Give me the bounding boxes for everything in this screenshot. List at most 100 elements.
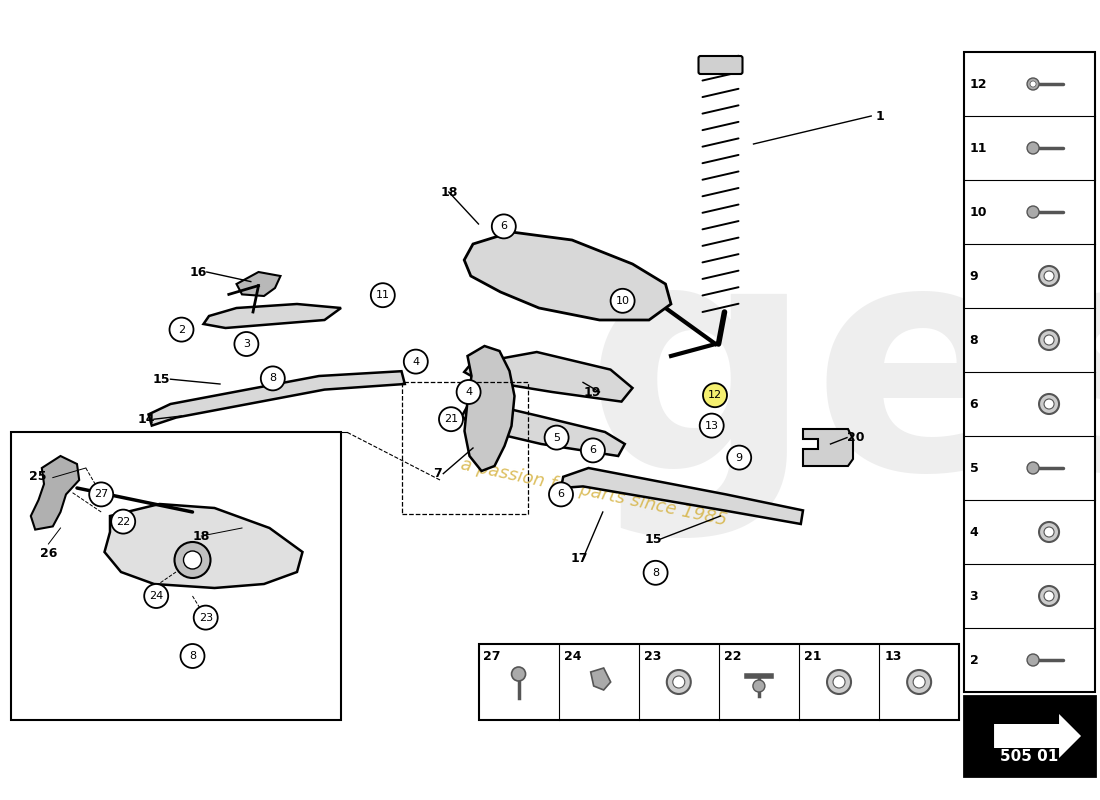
Circle shape [833,676,845,688]
Text: 21: 21 [804,650,822,663]
Circle shape [175,542,210,578]
Circle shape [1044,399,1054,409]
Text: 18: 18 [440,186,458,198]
Text: 20: 20 [847,431,865,444]
Bar [11,432,341,720]
Circle shape [1027,142,1040,154]
Circle shape [727,446,751,470]
Text: 22: 22 [117,517,130,526]
Text: 4: 4 [412,357,419,366]
Text: 13: 13 [884,650,902,663]
Text: 22: 22 [724,650,741,663]
Text: 5: 5 [969,462,978,474]
Circle shape [700,414,724,438]
Polygon shape [464,232,671,320]
Text: 24: 24 [150,591,163,601]
Circle shape [913,676,925,688]
Circle shape [1040,266,1059,286]
Polygon shape [462,400,625,456]
Circle shape [1027,206,1040,218]
Text: 8: 8 [969,334,978,346]
Circle shape [180,644,205,668]
FancyBboxPatch shape [698,56,742,74]
Bar [964,52,1094,692]
Circle shape [544,426,569,450]
Text: 25: 25 [29,470,46,482]
Circle shape [439,407,463,431]
Circle shape [1044,271,1054,281]
Circle shape [89,482,113,506]
Text: 6: 6 [558,490,564,499]
Circle shape [1044,527,1054,537]
Text: 5: 5 [553,433,560,442]
Text: 27: 27 [95,490,108,499]
Circle shape [908,670,931,694]
Text: 14: 14 [138,413,155,426]
Circle shape [549,482,573,506]
Circle shape [673,676,685,688]
Text: 15: 15 [153,373,170,386]
Circle shape [371,283,395,307]
Text: 9: 9 [969,270,978,282]
Text: 10: 10 [969,206,987,218]
Text: 24: 24 [563,650,581,663]
Text: 9: 9 [736,453,743,462]
Text: 23: 23 [199,613,212,622]
Circle shape [1027,462,1040,474]
Polygon shape [591,668,611,690]
Circle shape [752,680,764,692]
Text: 21: 21 [444,414,458,424]
Circle shape [1040,586,1059,606]
Circle shape [404,350,428,374]
Circle shape [1040,330,1059,350]
Text: 3: 3 [969,590,978,602]
Polygon shape [236,272,280,296]
Text: 17: 17 [571,552,588,565]
Circle shape [492,214,516,238]
Text: 8: 8 [652,568,659,578]
Bar [478,644,959,720]
Circle shape [1030,81,1036,87]
Text: a passion for parts since 1985: a passion for parts since 1985 [459,455,729,529]
Text: 505 01: 505 01 [1000,749,1058,764]
Polygon shape [31,456,79,530]
Circle shape [1044,335,1054,345]
Text: 18: 18 [192,530,210,542]
Text: 6: 6 [590,446,596,455]
Polygon shape [104,504,302,588]
Circle shape [261,366,285,390]
Text: 4: 4 [465,387,472,397]
Text: 11: 11 [969,142,987,154]
Text: ges: ges [584,230,1100,538]
Circle shape [1027,654,1040,666]
Text: 11: 11 [376,290,389,300]
Circle shape [194,606,218,630]
Circle shape [1027,78,1040,90]
Polygon shape [464,352,632,402]
Polygon shape [204,304,341,328]
Circle shape [234,332,258,356]
Polygon shape [803,429,852,466]
Text: 8: 8 [189,651,196,661]
Text: 23: 23 [644,650,661,663]
Text: 2: 2 [178,325,185,334]
Circle shape [1044,591,1054,601]
Text: 1: 1 [876,110,884,122]
Text: 6: 6 [969,398,978,410]
Circle shape [667,670,691,694]
Text: 27: 27 [484,650,500,663]
Circle shape [1040,522,1059,542]
Text: 10: 10 [616,296,629,306]
Polygon shape [561,468,803,524]
Polygon shape [148,371,405,426]
Text: 16: 16 [189,266,207,278]
Polygon shape [464,346,515,471]
Text: 26: 26 [40,547,57,560]
Polygon shape [994,714,1081,758]
Circle shape [456,380,481,404]
Text: 15: 15 [645,533,662,546]
Text: 8: 8 [270,374,276,383]
Text: 12: 12 [969,78,987,90]
Circle shape [1040,394,1059,414]
Text: 6: 6 [500,222,507,231]
